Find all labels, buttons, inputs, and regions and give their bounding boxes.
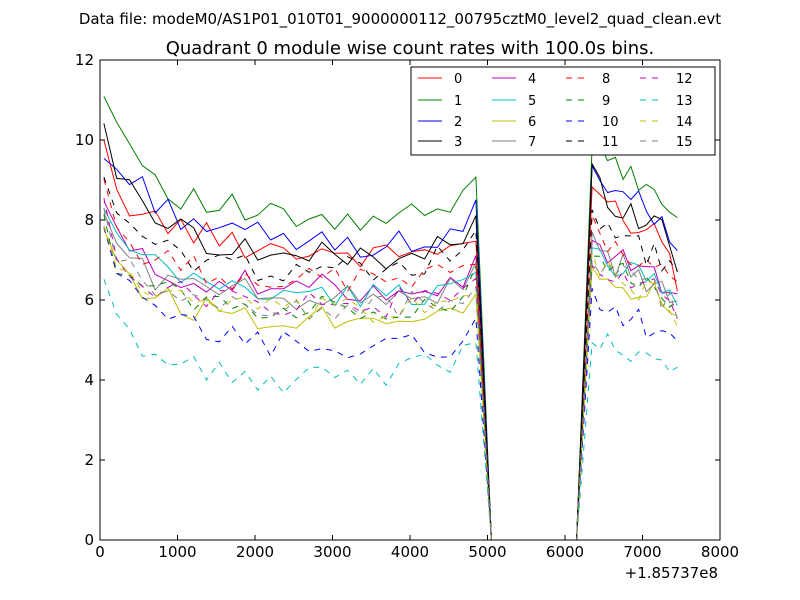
chart-title: Quadrant 0 module wise count rates with …	[166, 38, 655, 59]
x-tick-label: 8000	[701, 543, 739, 561]
series-line-14	[103, 225, 678, 540]
legend-label-6: 6	[528, 115, 536, 130]
series-line-9	[103, 214, 678, 540]
series-line-15	[103, 207, 678, 540]
legend-label-0: 0	[454, 72, 462, 87]
y-tick-label: 4	[84, 371, 94, 389]
legend-label-2: 2	[454, 115, 462, 130]
x-tick-label: 7000	[623, 543, 661, 561]
legend-label-10: 10	[602, 115, 619, 130]
y-tick-label: 10	[75, 131, 94, 149]
legend-label-7: 7	[528, 135, 536, 150]
series-line-8	[103, 178, 678, 540]
series-line-3	[103, 123, 678, 540]
legend-label-1: 1	[454, 94, 462, 109]
legend-label-13: 13	[676, 94, 693, 109]
legend-label-9: 9	[602, 94, 610, 109]
y-tick-label: 6	[84, 291, 94, 309]
series-line-4	[103, 201, 678, 540]
series-layer	[103, 96, 678, 540]
series-line-1	[103, 96, 678, 540]
y-tick-label: 12	[75, 51, 94, 69]
x-tick-label: 2000	[236, 543, 274, 561]
legend-label-3: 3	[454, 135, 462, 150]
series-line-10	[103, 226, 678, 540]
suptitle: Data file: modeM0/AS1P01_010T01_90000001…	[79, 10, 721, 29]
x-offset-label: +1.85737e8	[625, 564, 718, 582]
series-line-0	[103, 140, 678, 540]
y-tick-label: 0	[84, 531, 94, 549]
x-tick-label: 0	[95, 543, 105, 561]
legend-label-15: 15	[676, 135, 693, 150]
legend-frame	[410, 66, 716, 156]
x-tick-label: 1000	[158, 543, 196, 561]
series-line-13	[103, 279, 678, 540]
y-tick-label: 8	[84, 211, 94, 229]
series-line-6	[103, 229, 678, 540]
series-line-2	[103, 158, 678, 540]
legend-label-12: 12	[676, 72, 693, 87]
legend-label-14: 14	[676, 115, 693, 130]
series-line-7	[103, 212, 678, 540]
legend-label-11: 11	[602, 135, 619, 150]
legend-label-4: 4	[528, 72, 536, 87]
x-tick-label: 3000	[313, 543, 351, 561]
x-tick-label: 5000	[468, 543, 506, 561]
legend-label-8: 8	[602, 72, 610, 87]
y-tick-label: 2	[84, 451, 94, 469]
x-tick-label: 4000	[391, 543, 429, 561]
x-tick-label: 6000	[546, 543, 584, 561]
series-line-12	[103, 197, 678, 540]
series-line-11	[103, 176, 678, 540]
legend-label-5: 5	[528, 94, 536, 109]
x-axis: 0 1000 2000 3000 4000 5000 6000 7000 8000	[95, 60, 739, 561]
